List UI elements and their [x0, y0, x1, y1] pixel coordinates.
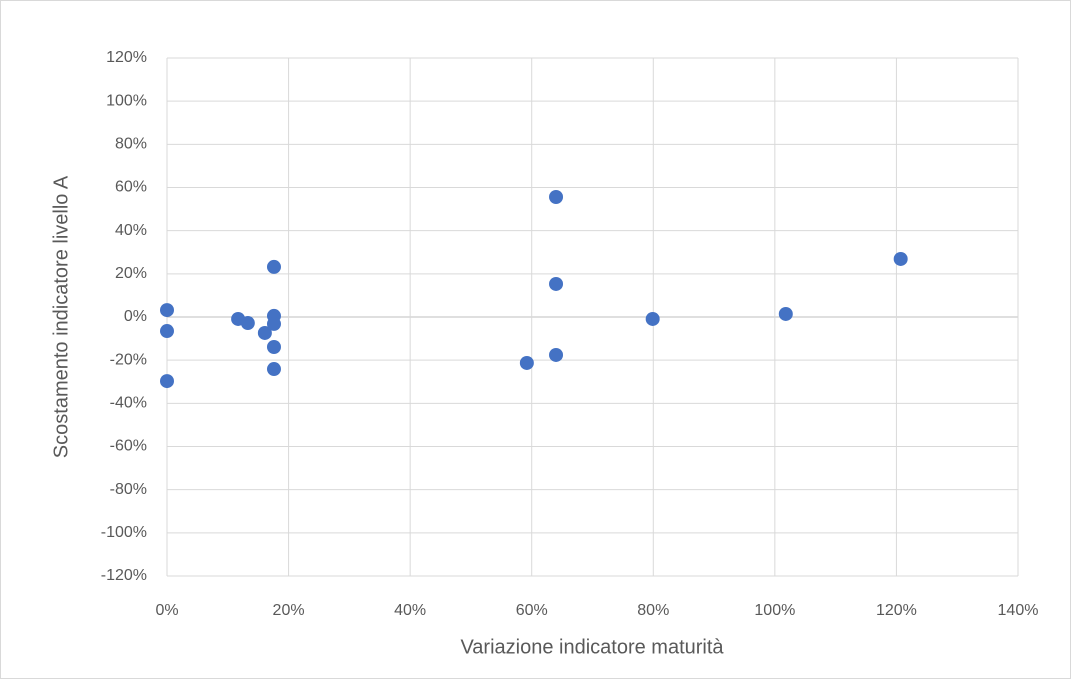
- y-tick-label: -120%: [101, 567, 147, 584]
- x-tick-label: 40%: [394, 602, 426, 619]
- y-tick-label: 20%: [115, 265, 147, 282]
- point: [160, 324, 174, 339]
- point: [160, 374, 174, 389]
- y-tick-label: 80%: [115, 136, 147, 153]
- point: [266, 316, 281, 331]
- point: [266, 340, 281, 355]
- x-tick-label: 0%: [155, 602, 178, 619]
- y-tick-label: 120%: [106, 49, 147, 66]
- x-tick-label: 20%: [273, 602, 305, 619]
- point: [549, 189, 564, 204]
- y-tick-label: 40%: [115, 222, 147, 239]
- y-tick-label: -100%: [101, 524, 147, 541]
- y-tick-label: -80%: [110, 481, 147, 498]
- point: [645, 311, 660, 326]
- x-tick-label: 120%: [876, 602, 917, 619]
- x-axis-title: Variazione indicatore maturità: [460, 636, 724, 658]
- y-tick-label: -40%: [110, 395, 147, 412]
- y-tick-label: -60%: [110, 438, 147, 455]
- x-tick-label: 80%: [637, 602, 669, 619]
- y-tick-label: 60%: [115, 179, 147, 196]
- y-tick-label: 0%: [124, 308, 147, 325]
- point: [160, 303, 174, 318]
- y-tick-label: -20%: [110, 351, 147, 368]
- point: [893, 251, 908, 266]
- point: [266, 362, 281, 377]
- point: [549, 276, 564, 291]
- x-tick-label: 60%: [516, 602, 548, 619]
- point: [519, 355, 534, 370]
- y-axis-title: Scostamento indicatore livello A: [50, 175, 72, 458]
- x-tick-label: 140%: [998, 602, 1039, 619]
- point: [240, 316, 255, 331]
- point: [549, 347, 564, 362]
- point: [257, 325, 272, 340]
- point: [266, 259, 281, 274]
- x-tick-label: 100%: [754, 602, 795, 619]
- point: [778, 306, 793, 321]
- y-tick-label: 100%: [106, 92, 147, 109]
